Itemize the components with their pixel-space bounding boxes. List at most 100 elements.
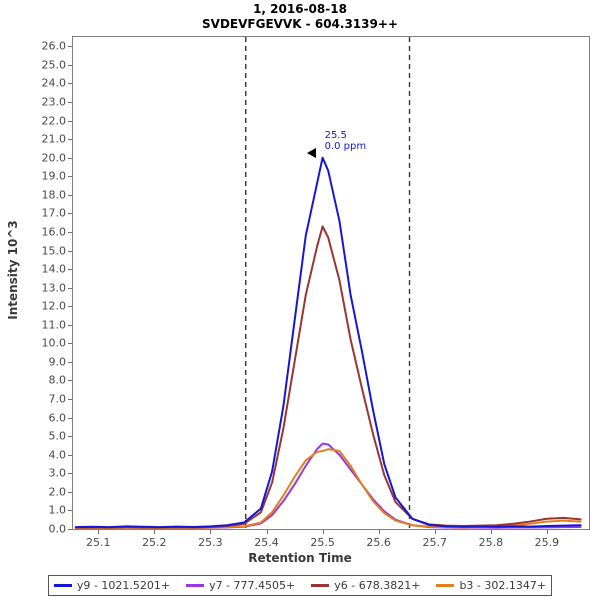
x-axis-tick-mark [434,530,436,534]
legend-item[interactable]: b3 - 302.1347+ [436,579,546,592]
x-axis-tick-label: 25.9 [534,536,560,549]
y-axis-tick-mark [68,417,72,419]
y-axis-tick-label: 21.0 [41,132,67,146]
y-axis-tick-mark [68,343,72,345]
x-axis-tick-mark [210,530,212,534]
annotation-retention-time: 25.5 [324,129,347,141]
y-axis-tick-mark [68,194,72,196]
y-axis-tick-mark [68,473,72,475]
y-axis-tick-label: 0.0 [48,522,67,536]
y-axis-tick-mark [68,324,72,326]
y-axis-tick-label: 16.0 [41,225,67,239]
x-axis-tick-mark [154,530,156,534]
legend-item-label: y6 - 678.3821+ [334,579,421,592]
y-axis-tick-label: 25.0 [41,58,67,72]
x-axis-tick-mark [266,530,268,534]
trace-y9[interactable] [74,156,582,529]
legend-item-label: y7 - 777.4505+ [209,579,296,592]
y-axis-tick-mark [68,380,72,382]
y-axis-tick-mark [68,361,72,363]
y-axis-tick-label: 26.0 [41,39,67,53]
y-axis-tick-label: 5.0 [48,429,67,443]
plot-area[interactable] [72,36,590,530]
y-axis-tick-mark [68,64,72,66]
legend-item-label: y9 - 1021.5201+ [76,579,171,592]
legend-item-label: b3 - 302.1347+ [459,579,547,592]
y-axis-tick-label: 24.0 [41,76,67,90]
trace-y7[interactable] [74,442,582,529]
peak-annotation: 25.5 0.0 ppm [325,130,367,152]
y-axis-tick-mark [68,120,72,122]
legend-item[interactable]: y6 - 678.3821+ [311,579,420,592]
y-axis-tick-label: 22.0 [41,114,67,128]
trace-b3[interactable] [74,448,582,529]
x-axis-tick-label: 25.1 [85,536,111,549]
y-axis-tick-label: 9.0 [48,355,67,369]
y-axis-tick-mark [68,491,72,493]
y-axis-tick-mark [68,83,72,85]
legend-item[interactable]: y9 - 1021.5201+ [53,579,171,592]
y-axis-tick-label: 3.0 [48,466,67,480]
x-axis-tick-label: 25.2 [142,536,167,549]
trace-y6[interactable] [74,225,582,529]
legend-item[interactable]: y7 - 777.4505+ [186,579,295,592]
legend[interactable]: y9 - 1021.5201+ y7 - 777.4505+ y6 - 678.38… [48,575,552,596]
chart-title: 1, 2016-08-18 SVDEVFGEVVK - 604.3139++ [0,2,600,32]
y-axis-tick-mark [68,529,72,530]
chart-canvas [74,37,582,529]
y-axis-tick-label: 4.0 [48,448,67,462]
y-axis-tick-mark [68,157,72,159]
y-axis-tick-label: 17.0 [41,206,67,220]
y-axis-tick-label: 10.0 [41,336,67,350]
y-axis-tick-label: 7.0 [48,392,67,406]
x-axis-tick-label: 25.7 [422,536,448,549]
y-axis-tick-mark [68,454,72,456]
y-axis-tick-label: 23.0 [41,95,67,109]
annotation-pointer-icon [306,147,316,158]
y-axis-tick-mark [68,176,72,178]
y-axis-tick-label: 11.0 [41,318,67,332]
x-axis-tick-mark [322,530,324,534]
x-axis-tick-mark [490,530,492,534]
y-axis-tick-label: 14.0 [41,262,67,276]
y-axis-tick-mark [68,139,72,141]
x-axis-tick-label: 25.4 [254,536,279,549]
y-axis-tick-mark [68,436,72,438]
legend-color-swatch [436,584,455,587]
y-axis-tick-label: 2.0 [48,485,67,499]
y-axis-tick-mark [68,399,72,401]
x-axis-tick-label: 25.5 [310,536,335,549]
x-axis-tick-mark [546,530,548,534]
y-axis-tick-mark [68,510,72,512]
x-axis-tick-mark [98,530,100,534]
y-axis-tick-label: 12.0 [41,299,67,313]
y-axis-tick-mark [68,46,72,48]
y-axis-tick-mark [68,306,72,308]
y-axis-tick-mark [68,101,72,103]
title-line-1: 1, 2016-08-18 [253,2,347,16]
y-axis-tick-mark [68,269,72,271]
y-axis-tick-mark [68,231,72,233]
y-axis-tick-label: 13.0 [41,281,67,295]
x-axis-tick-label: 25.8 [478,536,504,549]
annotation-mass-error: 0.0 ppm [324,140,367,152]
y-axis-tick-mark [68,250,72,252]
legend-color-swatch [53,584,72,587]
legend-color-swatch [186,584,205,587]
y-axis-tick-mark [68,287,72,289]
y-axis-tick-mark [68,213,72,215]
x-axis-title: Retention Time [248,551,352,565]
legend-color-swatch [311,584,330,587]
y-axis-tick-label: 20.0 [41,151,67,165]
y-axis-tick-label: 15.0 [41,244,67,257]
x-axis-tick-label: 25.6 [366,536,391,549]
y-axis-tick-label: 6.0 [48,411,67,425]
y-axis-tick-label: 19.0 [41,169,67,183]
y-axis-tick-label: 18.0 [41,188,67,202]
y-axis-tick-label: 1.0 [48,503,67,517]
title-line-2: SVDEVFGEVVK - 604.3139++ [202,17,398,31]
x-axis-tick-mark [378,530,380,534]
x-axis-tick-label: 25.3 [198,536,223,549]
y-axis-tick-label: 8.0 [48,373,67,387]
